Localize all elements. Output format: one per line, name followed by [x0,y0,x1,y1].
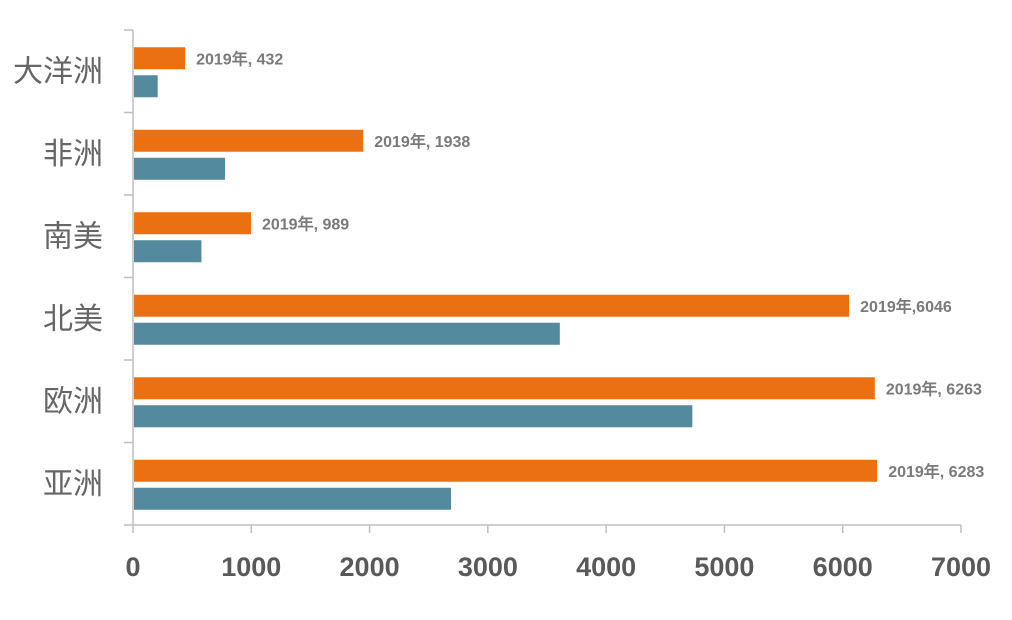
data-label: 2019年, 1938 [374,132,470,151]
data-label: 2019年, 989 [262,214,349,233]
x-tick-label: 4000 [576,552,636,582]
chart-labels: 0 1000 2000 3000 4000 5000 6000 7000 大洋洲 2019年, 4… [13,49,991,582]
bar-series-2 [134,75,158,98]
category-label: 欧洲 [43,384,103,419]
bar-series-2 [134,157,226,180]
data-label: 2019年, 6263 [886,379,982,398]
bar-series-2 [134,240,202,263]
bar-series-1 [134,47,186,70]
bar-series-2 [134,322,560,345]
x-tick-label: 3000 [458,552,518,582]
bar-series-1 [134,377,875,400]
category-label: 非洲 [43,137,103,172]
bar-series-2 [134,405,693,428]
category-label: 北美 [43,302,103,337]
data-label: 2019年,6046 [860,297,952,316]
category-label: 南美 [43,219,103,254]
x-tick-label: 2000 [340,552,400,582]
x-tick-label: 6000 [813,552,873,582]
category-label: 亚洲 [43,467,103,502]
bar-series-2 [134,487,452,510]
bar-series-1 [134,294,850,317]
chart-axes [124,29,962,533]
x-tick-label: 1000 [221,552,281,582]
bar-series-1 [134,212,251,235]
category-label: 大洋洲 [13,54,103,89]
bar-series-1 [134,129,364,152]
x-tick-label: 0 [125,552,140,582]
chart-bars [134,47,878,510]
bar-series-1 [134,459,878,482]
x-tick-label: 7000 [931,552,991,582]
data-label: 2019年, 432 [196,49,283,68]
x-tick-label: 5000 [694,552,754,582]
data-label: 2019年, 6283 [888,462,984,481]
